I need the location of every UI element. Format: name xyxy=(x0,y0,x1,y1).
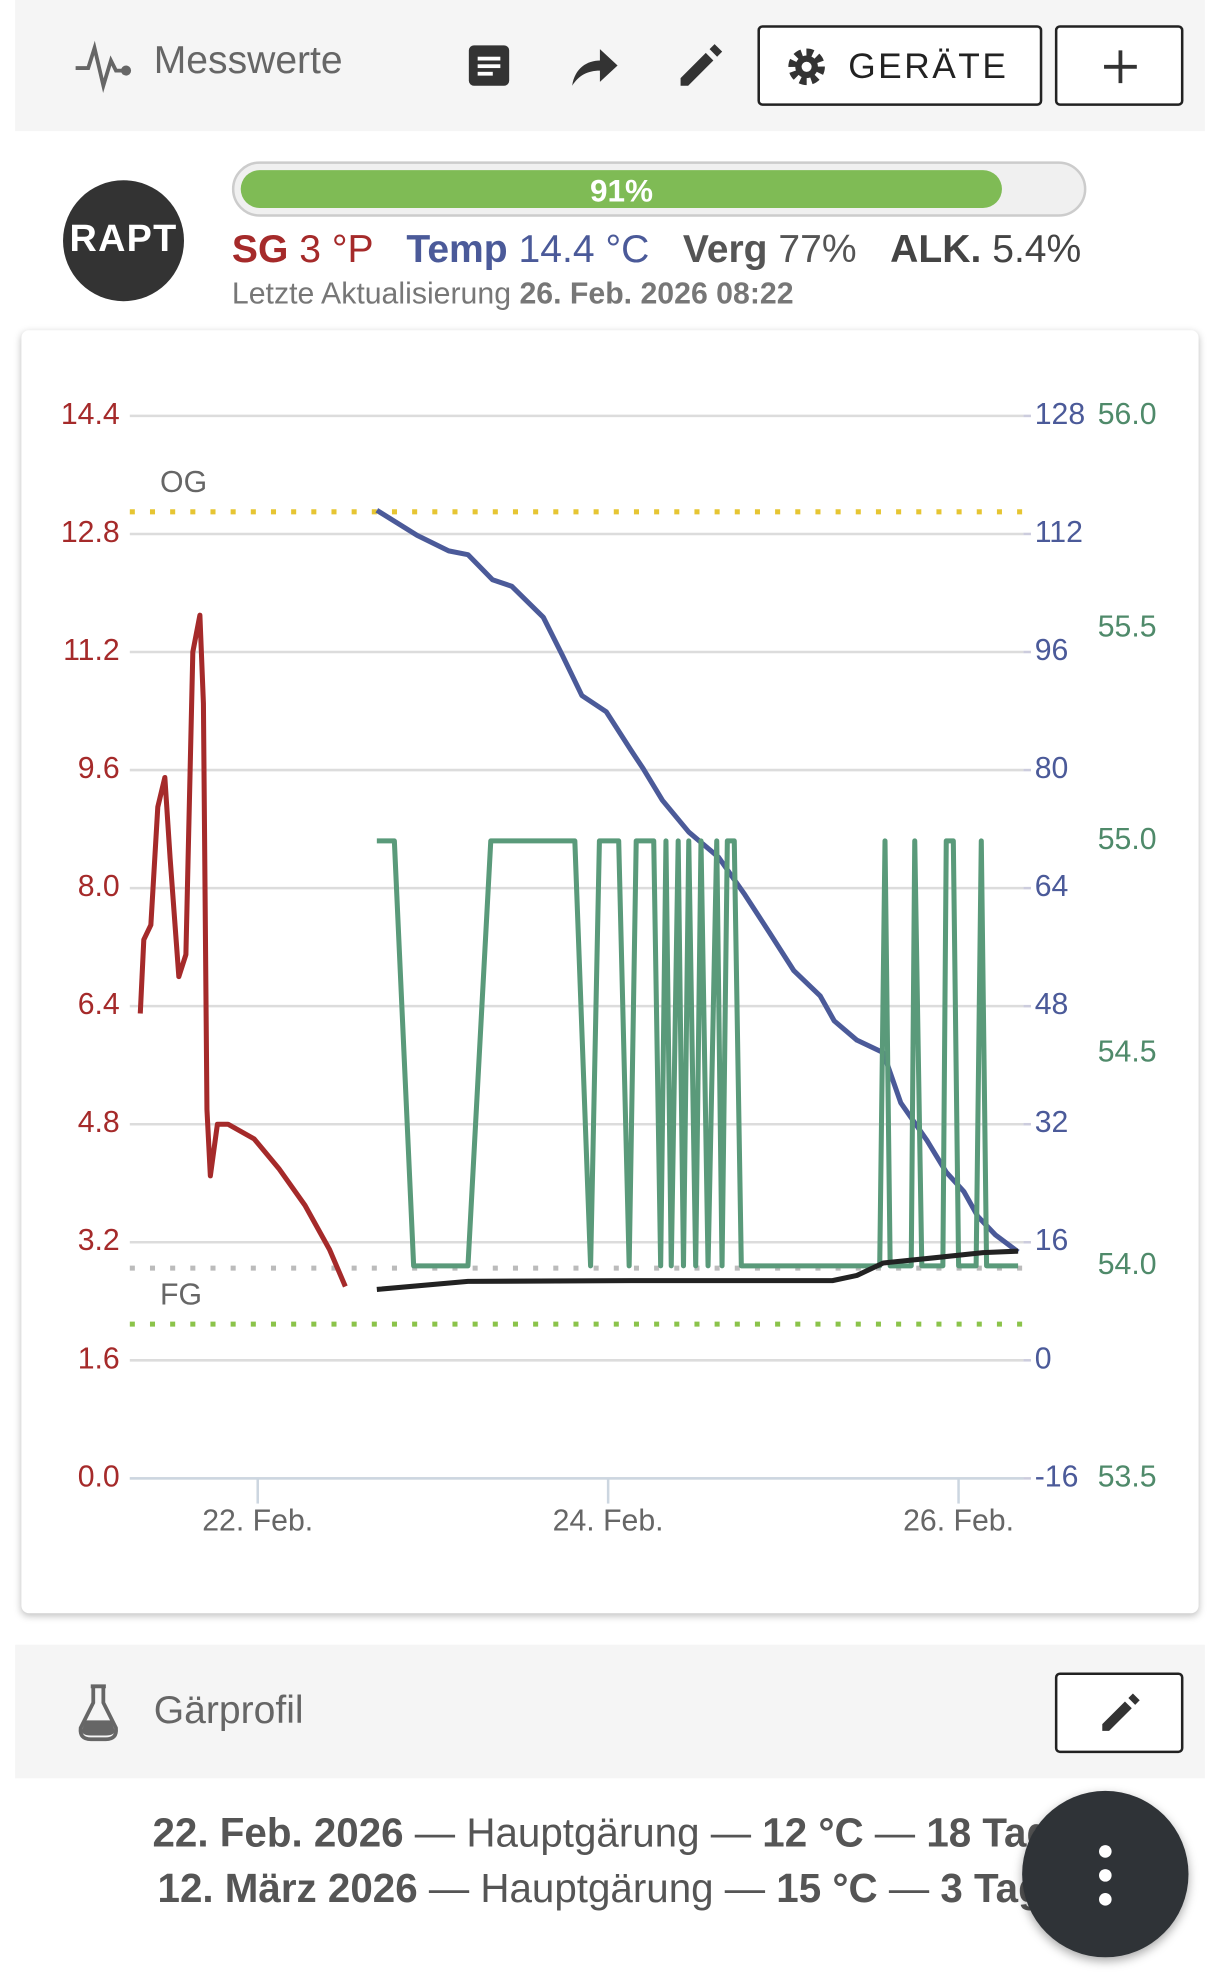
profile-title: Gärprofil xyxy=(153,1687,304,1732)
dots-icon xyxy=(1099,1845,1112,1906)
y2-tick-label: 128 xyxy=(1035,398,1085,431)
share-button[interactable] xyxy=(570,45,620,88)
series-line xyxy=(376,838,1019,1269)
y-tick-label: 8.0 xyxy=(78,870,120,903)
y3-tick-label: 54.0 xyxy=(1098,1248,1157,1281)
row-phase: Hauptgärung xyxy=(480,1865,714,1911)
row-temp: 15 °C xyxy=(776,1865,878,1911)
row-date: 22. Feb. 2026 xyxy=(152,1809,404,1856)
status-line: SG 3 °P Temp 14.4 °C Verg 77% ALK. 5.4% xyxy=(232,227,1081,272)
reference-label: FG xyxy=(160,1278,202,1311)
temp-value: 14.4 °C xyxy=(518,226,650,271)
row-temp: 12 °C xyxy=(762,1809,864,1856)
y3-tick-label: 55.0 xyxy=(1098,823,1157,856)
update-value: 26. Feb. 2026 08:22 xyxy=(519,277,794,312)
verg-label: Verg xyxy=(682,226,768,271)
x-tick-label: 24. Feb. xyxy=(553,1504,664,1537)
alk-value: 5.4% xyxy=(992,226,1082,271)
y2-tick-label: 16 xyxy=(1035,1224,1069,1257)
pencil-icon xyxy=(1102,1693,1140,1731)
flask-icon xyxy=(78,1684,118,1742)
y2-tick-label: 112 xyxy=(1035,516,1083,549)
chart-card xyxy=(21,330,1199,1614)
y3-tick-label: 56.0 xyxy=(1098,398,1157,431)
profile-row: 12. März 2026 — Hauptgärung — 15 °C — 3 … xyxy=(157,1865,1066,1911)
y2-tick-label: 32 xyxy=(1035,1106,1069,1139)
sg-label: SG xyxy=(231,226,289,271)
y2-tick-label: 80 xyxy=(1035,752,1069,785)
y-tick-label: 0.0 xyxy=(78,1460,120,1493)
chart: 0.0 1.6 3.2 4.8 6.4 8.0 9.6 11.2 12.8 14.4 -16 0 16 3… xyxy=(61,398,1157,1538)
y2-tick-label: 96 xyxy=(1035,634,1069,667)
y-tick-label: 12.8 xyxy=(61,516,120,549)
profile-bar: Gärprofil xyxy=(15,1644,1205,1779)
row-date: 12. März 2026 xyxy=(157,1865,418,1911)
pulse-icon xyxy=(75,40,132,94)
y-tick-label: 9.6 xyxy=(78,752,120,785)
update-line: Letzte Aktualisierung 26. Feb. 2026 08:2… xyxy=(232,277,794,312)
x-tick-label: 26. Feb. xyxy=(903,1504,1014,1537)
progress-label: 91% xyxy=(589,173,654,210)
update-label: Letzte Aktualisierung xyxy=(231,277,512,312)
menu-fab[interactable] xyxy=(1022,1790,1189,1958)
series-line xyxy=(376,1248,1019,1292)
y2-tick-label: 0 xyxy=(1035,1342,1052,1375)
y3-tick-label: 55.5 xyxy=(1098,610,1157,643)
profile-edit-button[interactable] xyxy=(1054,1672,1184,1754)
devices-label: GERÄTE xyxy=(848,46,1009,86)
y-tick-label: 11.2 xyxy=(63,634,120,667)
page-title: Messwerte xyxy=(153,37,343,82)
y3-tick-label: 54.5 xyxy=(1098,1035,1157,1068)
profile-row: 22. Feb. 2026 — Hauptgärung — 12 °C — 18… xyxy=(152,1809,1074,1856)
edit-button[interactable] xyxy=(676,40,726,90)
alk-label: ALK. xyxy=(890,226,982,271)
y-tick-label: 1.6 xyxy=(78,1342,120,1375)
gear-icon xyxy=(788,48,825,86)
y-tick-label: 6.4 xyxy=(78,988,120,1021)
plus-icon xyxy=(1104,50,1137,84)
top-bar: Messwerte GERÄTE xyxy=(15,0,1205,132)
y2-tick-label: 64 xyxy=(1035,870,1069,903)
devices-button[interactable]: GERÄTE xyxy=(757,25,1043,106)
logo-text: RAPT xyxy=(69,218,178,260)
sg-value: 3 °P xyxy=(299,226,373,271)
add-button[interactable] xyxy=(1054,25,1184,106)
y-tick-label: 14.4 xyxy=(61,398,120,431)
progress-fill: 91% xyxy=(240,170,1003,210)
row-phase: Hauptgärung xyxy=(466,1809,700,1856)
y-tick-label: 3.2 xyxy=(78,1224,120,1257)
device-logo: RAPT xyxy=(63,180,185,302)
progress-track: 91% xyxy=(231,161,1087,217)
y2-tick-label: 48 xyxy=(1035,988,1069,1021)
reference-label: OG xyxy=(160,466,207,499)
y2-tick-label: -16 xyxy=(1035,1460,1079,1493)
temp-label: Temp xyxy=(406,226,508,271)
verg-value: 77% xyxy=(778,226,857,271)
log-button[interactable] xyxy=(466,43,511,88)
y-tick-label: 4.8 xyxy=(78,1106,120,1139)
series-line xyxy=(137,612,348,1288)
x-tick-label: 22. Feb. xyxy=(202,1504,313,1537)
y3-tick-label: 53.5 xyxy=(1098,1460,1157,1493)
